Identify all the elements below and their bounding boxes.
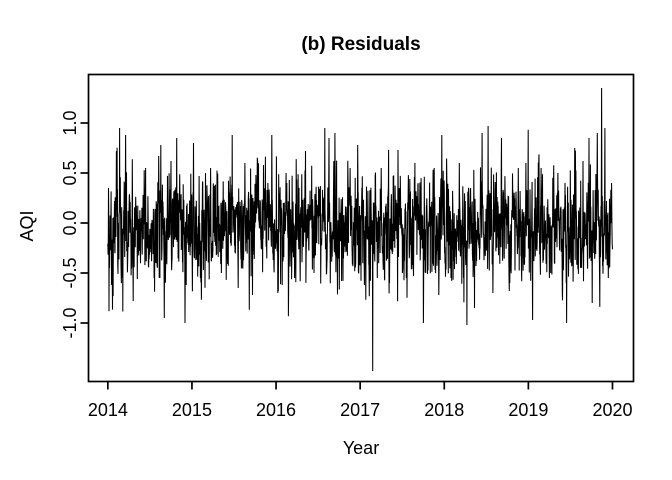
x-axis-label: Year — [342, 438, 380, 458]
x-tick-label: 2016 — [256, 400, 297, 420]
y-axis-label: AQI — [17, 210, 37, 242]
x-tick-label: 2017 — [340, 400, 381, 420]
x-tick-label: 2020 — [592, 400, 633, 420]
y-tick-label: 1.0 — [60, 110, 80, 136]
x-tick-label: 2014 — [87, 400, 128, 420]
x-tick-label: 2015 — [171, 400, 212, 420]
x-tick-label: 2018 — [424, 400, 465, 420]
chart-title: (b) Residuals — [301, 34, 421, 55]
residual-series-line — [107, 87, 614, 372]
x-tick-label: 2019 — [508, 400, 549, 420]
